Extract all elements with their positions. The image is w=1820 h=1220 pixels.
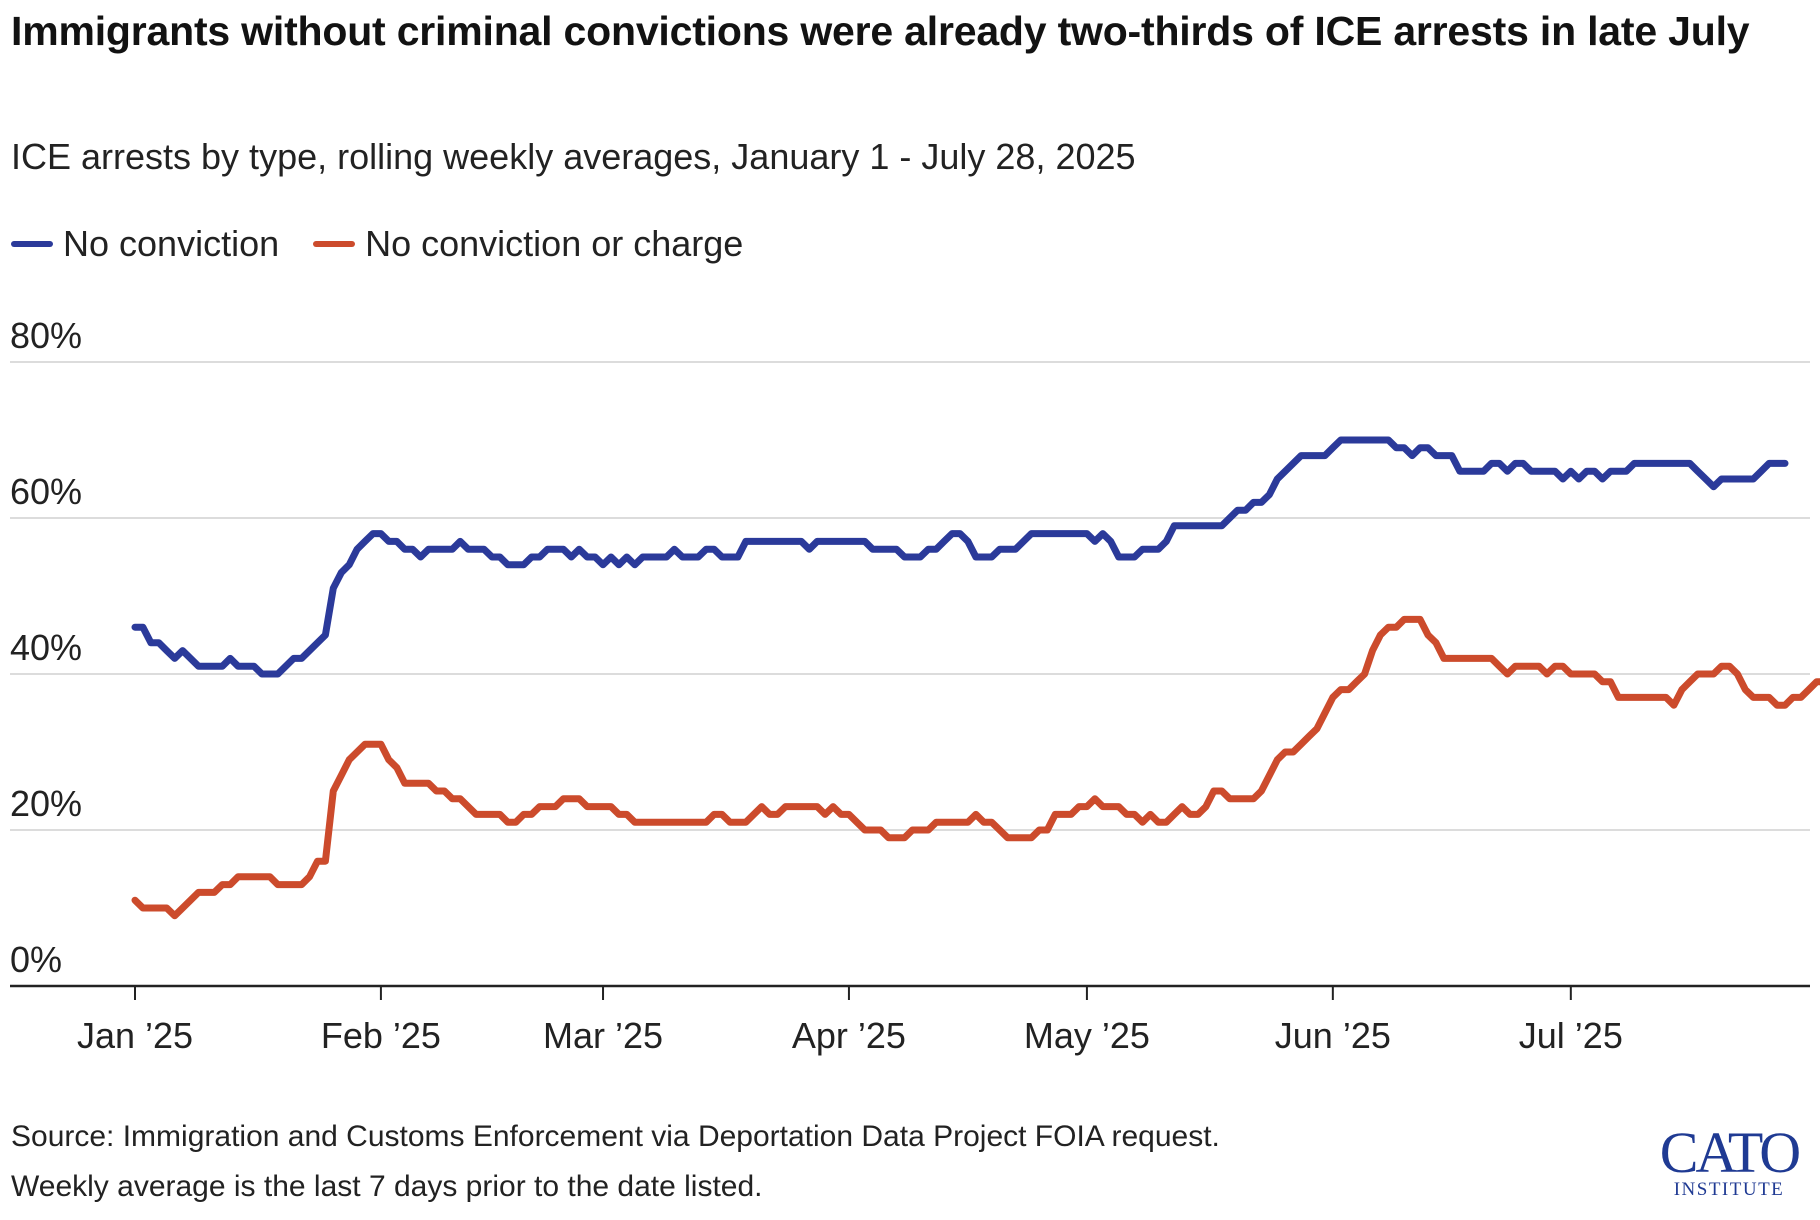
x-tick-label: Jan ’25 [77,1015,193,1056]
y-tick-label: 0% [10,939,62,980]
chart-title: Immigrants without criminal convictions … [11,8,1750,54]
y-tick-label: 60% [10,471,82,512]
legend-label-no-conviction: No conviction [63,223,280,264]
x-tick-label: Jun ’25 [1275,1015,1391,1056]
chart-subtitle: ICE arrests by type, rolling weekly aver… [11,136,1136,177]
x-tick-label: May ’25 [1024,1015,1150,1056]
logo-subtext: INSTITUTE [1673,1179,1785,1200]
legend-swatch-no-conviction-or-charge [313,241,356,247]
x-tick-label: Mar ’25 [543,1015,663,1056]
source-line: Source: Immigration and Customs Enforcem… [11,1120,1220,1153]
y-tick-label: 20% [10,783,82,824]
x-tick-label: Feb ’25 [321,1015,441,1056]
legend-item-no-conviction: No conviction [11,223,279,265]
line-chart: 0% 20% 40% 60% 80% Jan ’25 Feb ’25 Mar ’25 Apr ’… [10,315,1820,1056]
legend-label-no-conviction-or-charge: No conviction or charge [365,223,744,264]
y-tick-label: 80% [10,315,82,356]
logo-wordmark: CATO [1659,1120,1801,1185]
x-tick-label: Jul ’25 [1519,1015,1623,1056]
x-tick-label: Apr ’25 [792,1015,906,1056]
source-note: Source: Immigration and Customs Enforcem… [11,1112,1220,1212]
legend: No conviction No conviction or charge [11,222,777,266]
cato-institute-logo: CATO INSTITUTE [1648,1120,1810,1200]
series-line-no-conviction-or-charge [131,615,1820,920]
legend-item-no-conviction-or-charge: No conviction or charge [313,223,743,265]
legend-swatch-no-conviction [11,241,53,247]
series-line-no-conviction [131,436,1789,678]
method-note-line: Weekly average is the last 7 days prior … [11,1170,763,1203]
y-tick-label: 40% [10,627,82,668]
